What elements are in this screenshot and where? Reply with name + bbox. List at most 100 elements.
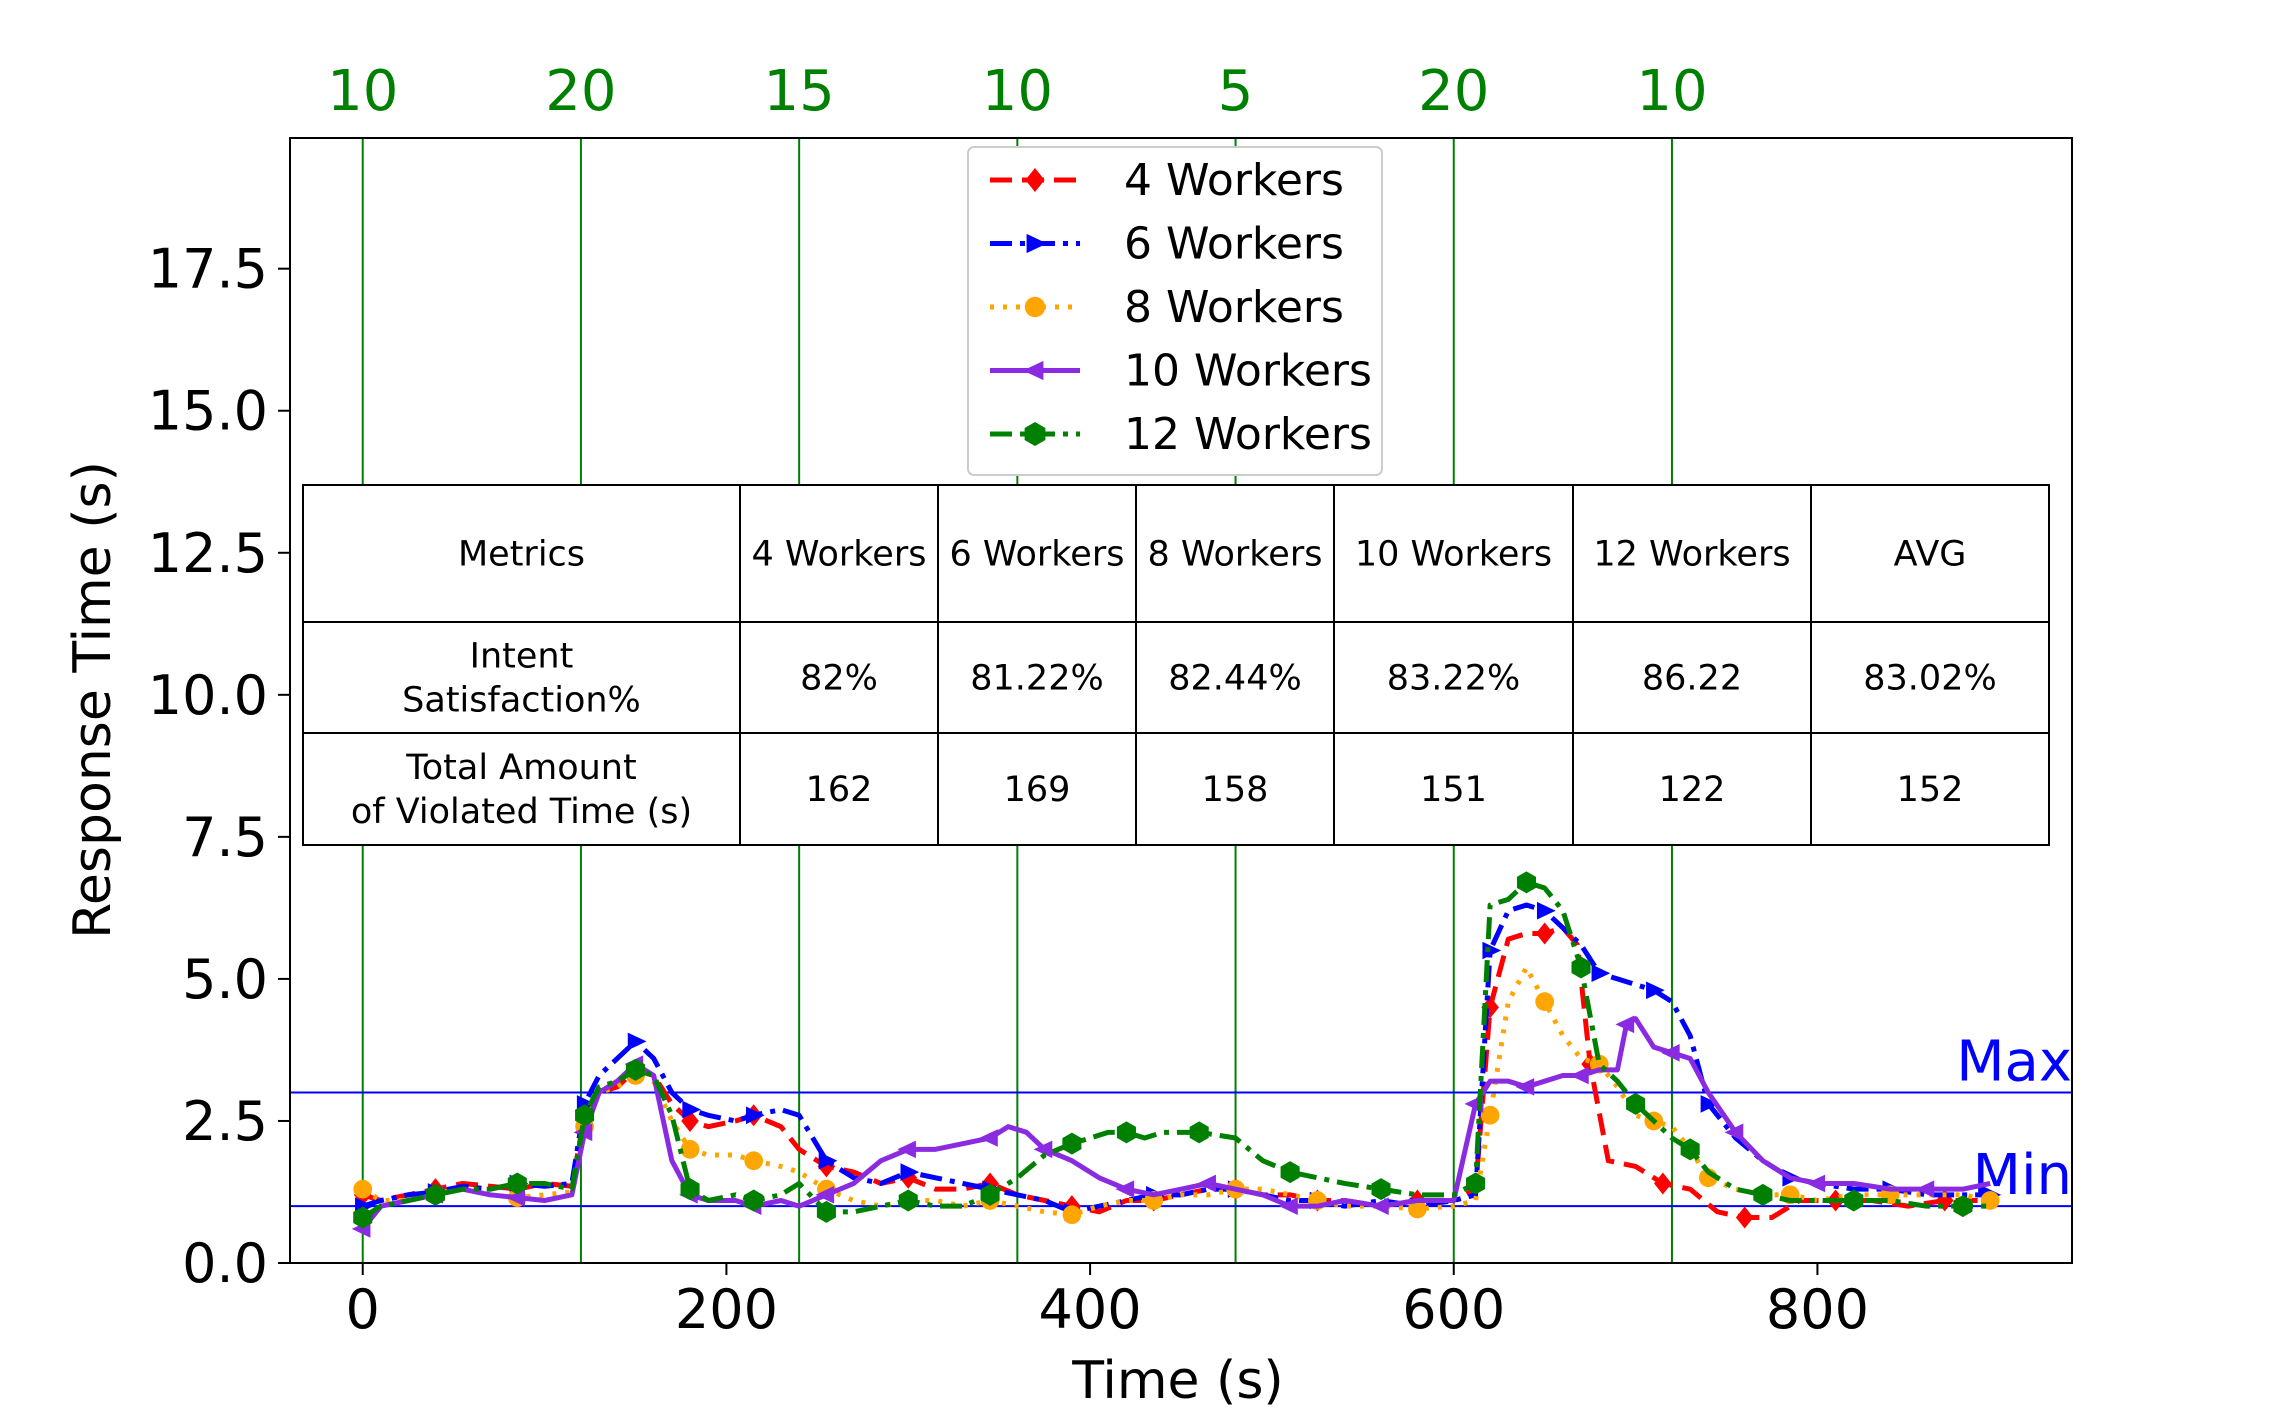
x-tick-label: 400 [1039, 1278, 1142, 1341]
series-12-workers [353, 871, 1991, 1229]
series-marker [1953, 1195, 1973, 1218]
series-marker [353, 1206, 373, 1229]
series-marker [1408, 1199, 1427, 1219]
series-marker [815, 1186, 835, 1204]
series-marker [575, 1104, 595, 1127]
series-marker [1654, 1172, 1672, 1195]
y-tick-label: 2.5 [182, 1090, 268, 1153]
series-marker [1535, 922, 1554, 945]
table-cell: 82% [800, 659, 878, 699]
series-marker [1062, 1132, 1082, 1155]
series-marker [1570, 1066, 1589, 1085]
series-marker [1033, 1140, 1053, 1159]
series-marker [1116, 1121, 1136, 1144]
series-marker [981, 1172, 999, 1195]
series-marker [1844, 1189, 1864, 1212]
threshold-label: Max [1956, 1030, 2072, 1095]
series-marker [1806, 1174, 1826, 1193]
table-cell: 151 [1420, 770, 1487, 810]
plot-frame [289, 137, 2073, 1264]
series-marker [1515, 1078, 1535, 1096]
series-marker [1280, 1161, 1300, 1184]
table-row-label: Intent [470, 637, 574, 677]
series-marker [353, 1179, 373, 1199]
table-cell: 86.22 [1642, 659, 1742, 699]
series-marker [680, 1178, 700, 1201]
table-cell: 162 [806, 770, 873, 810]
series-marker [1197, 1174, 1216, 1193]
y-tick-label: 15.0 [148, 380, 268, 443]
series-marker [682, 1100, 702, 1119]
series-marker [1189, 1121, 1209, 1144]
x-tick-label: 0 [346, 1278, 380, 1341]
series-line [361, 902, 1991, 1215]
series-marker [1482, 941, 1502, 960]
table-header-cell: 4 Workers [752, 535, 927, 575]
phase-marker-label: 20 [545, 59, 616, 124]
series-line [361, 879, 1991, 1220]
series-marker [1023, 360, 1044, 381]
y-tick-label: 0.0 [182, 1232, 268, 1295]
series-marker [818, 1151, 838, 1170]
series-lines [351, 871, 2002, 1238]
legend-entry-label: 10 Workers [1124, 346, 1372, 397]
table-cell: 83.22% [1387, 659, 1520, 699]
y-tick-label: 7.5 [182, 806, 268, 869]
phase-marker-label: 10 [327, 59, 398, 124]
series-marker [1466, 1172, 1486, 1195]
series-marker [1615, 1015, 1635, 1034]
series-marker [980, 1183, 1000, 1206]
series-marker [1646, 981, 1665, 1000]
table-row-label: of Violated Time (s) [351, 792, 692, 832]
series-marker [898, 1189, 918, 1212]
table-cell: 83.02% [1863, 659, 1996, 699]
series-marker [625, 1058, 646, 1081]
table-row-label: Satisfaction% [402, 681, 641, 721]
y-tick-label: 5.0 [182, 948, 268, 1011]
phase-marker-label: 15 [764, 59, 835, 124]
table-cell: 82.44% [1168, 659, 1301, 699]
series-marker [900, 1163, 920, 1181]
table-cell: 122 [1659, 770, 1726, 810]
legend-entry-label: 8 Workers [1124, 282, 1344, 333]
series-marker [1591, 964, 1611, 983]
series-marker [745, 1106, 765, 1125]
x-tick-label: 600 [1402, 1278, 1505, 1341]
series-marker [1279, 1197, 1298, 1215]
series-marker [744, 1189, 764, 1212]
table-header-cell: AVG [1894, 535, 1967, 575]
phase-marker-label: 20 [1418, 59, 1489, 124]
table-cell: 158 [1202, 770, 1269, 810]
table-header-cell: 6 Workers [950, 535, 1125, 575]
series-marker [897, 1140, 916, 1159]
series-marker [507, 1172, 527, 1195]
series-marker [680, 1140, 700, 1159]
table-row-label: Total Amount [405, 748, 636, 788]
series-marker [1915, 1180, 1935, 1198]
series-line [361, 925, 1982, 1221]
series-6-workers [355, 901, 2002, 1221]
series-marker [506, 1188, 525, 1207]
axes: 0 200 400 600 800 0.0 2.5 5.0 7.5 10.0 12.5 15.0 17.… [148, 238, 1869, 1341]
series-marker [627, 1032, 647, 1051]
series-marker [1371, 1178, 1391, 1201]
phase-marker-label: 10 [1636, 59, 1707, 124]
series-marker [1735, 1206, 1754, 1229]
table-frame [302, 484, 2050, 846]
series-marker [816, 1200, 836, 1223]
phase-marker-label: 10 [982, 59, 1053, 124]
x-tick-label: 800 [1766, 1278, 1869, 1341]
table-header-cell: Metrics [458, 535, 585, 575]
series-line [360, 1016, 1991, 1231]
series-marker [979, 1129, 998, 1147]
legend-box [967, 146, 1383, 476]
table-cell: 152 [1897, 770, 1964, 810]
series-marker [1626, 1092, 1646, 1115]
series-marker [1535, 992, 1555, 1011]
series-marker [744, 1151, 764, 1171]
x-tick-label: 200 [675, 1278, 778, 1341]
series-10-workers [351, 1015, 1991, 1238]
series-marker [1026, 233, 1047, 254]
